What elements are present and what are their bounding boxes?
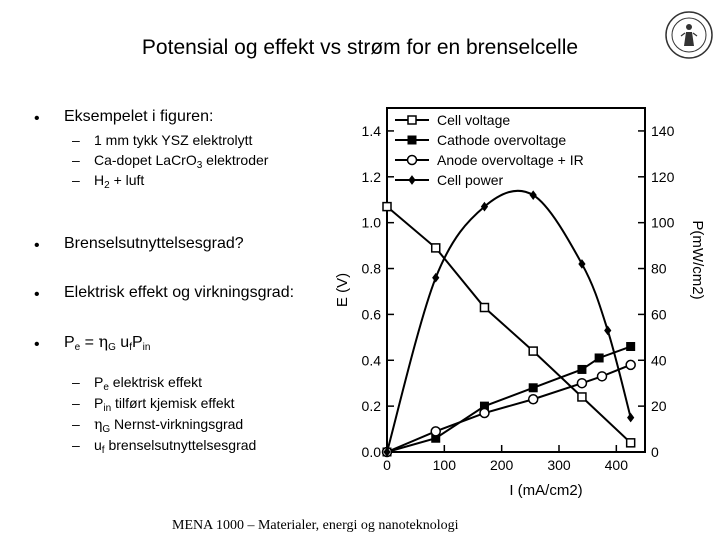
- sub-item-eta: – ηG Nernst-virkningsgrad: [72, 416, 244, 435]
- data-point: [596, 371, 608, 382]
- y-left-tick-label: 1.0: [362, 215, 382, 231]
- sub-item-pin: – Pin tilført kjemisk effekt: [72, 395, 235, 414]
- data-point: [625, 438, 636, 448]
- data-point: [480, 201, 489, 212]
- legend-marker: [407, 115, 417, 125]
- y-left-tick-label: 1.4: [362, 123, 382, 139]
- x-axis-label: I (mA/cm2): [509, 482, 582, 499]
- bullet-fuel-utilization: Brenselsutnyttelsesgrad?: [64, 235, 244, 252]
- sub-item-pe: – Pe elektrisk effekt: [72, 374, 203, 393]
- series-line-cell-voltage: [386, 205, 632, 444]
- data-point: [383, 447, 391, 457]
- footer: MENA 1000 – Materialer, energi og nanote…: [172, 518, 459, 533]
- y-left-axis-label: E (V): [334, 273, 351, 307]
- x-tick-label: 0: [383, 457, 391, 473]
- x-tick-label: 100: [433, 457, 457, 473]
- legend-label: Anode overvoltage + IR: [437, 152, 584, 168]
- y-right-axis-label: P(mW/cm2): [689, 220, 706, 299]
- sub-item-uf: – uf brenselsutnyttelsesgrad: [72, 437, 257, 456]
- data-point: [626, 342, 636, 352]
- bullet-marker: •: [34, 237, 40, 254]
- y-right-tick-label: 80: [651, 261, 667, 277]
- data-point: [479, 407, 490, 419]
- legend-marker: [408, 175, 416, 185]
- bullet-marker: •: [34, 286, 40, 303]
- legend-label: Cell voltage: [437, 112, 510, 128]
- bullet-marker: •: [34, 110, 40, 127]
- legend-label: Cathode overvoltage: [437, 132, 566, 148]
- data-point: [577, 392, 587, 402]
- legend-marker: [407, 135, 417, 145]
- data-point: [528, 383, 538, 393]
- y-left-tick-label: 0.2: [362, 398, 382, 414]
- x-tick-label: 300: [547, 457, 571, 473]
- data-point: [529, 190, 537, 200]
- data-point: [594, 353, 604, 363]
- y-right-tick-label: 0: [651, 444, 659, 460]
- bullet-electrical-power: Elektrisk effekt og virkningsgrad:: [64, 284, 295, 301]
- y-left-tick-label: 0.0: [362, 444, 382, 460]
- formula: Pe = ηG ufPin: [64, 332, 151, 353]
- y-right-tick-label: 40: [651, 352, 667, 368]
- university-seal-icon: [665, 11, 713, 59]
- data-point: [479, 302, 490, 313]
- sub-item-electrodes: – Ca-dopet LaCrO3 elektroder: [72, 152, 269, 171]
- y-right-tick-label: 100: [651, 215, 675, 231]
- plot-frame: [386, 107, 646, 453]
- data-point: [578, 259, 586, 269]
- bullet-example: Eksempelet i figuren:: [64, 108, 214, 125]
- sub-item-electrolyte: –1 mm tykk YSZ elektrolytt: [72, 132, 253, 148]
- y-left-tick-label: 0.4: [362, 352, 382, 368]
- data-point: [604, 325, 612, 336]
- data-point: [430, 426, 441, 437]
- legend-label: Cell power: [437, 172, 503, 188]
- series-line-cell-power: [386, 189, 632, 453]
- y-left-tick-label: 0.6: [362, 306, 382, 322]
- bullet-marker: •: [34, 336, 40, 353]
- data-point: [430, 243, 441, 253]
- data-point: [625, 359, 636, 371]
- page-title: Potensial og effekt vs strøm for en bren…: [141, 36, 579, 59]
- y-right-tick-label: 140: [651, 123, 675, 139]
- legend-marker: [406, 154, 418, 166]
- data-point: [527, 394, 539, 405]
- data-point: [528, 346, 538, 356]
- y-right-tick-label: 120: [651, 169, 675, 185]
- sub-item-fuel: – H2 + luft: [72, 172, 145, 191]
- fuel-cell-chart: 0 100 200 300 400 0.0 0.2 0.4 0.6 0.8 1.0 1.2 1.4 0 20…: [334, 107, 706, 499]
- x-tick-label: 400: [605, 457, 629, 473]
- data-point: [382, 201, 392, 212]
- y-left-tick-label: 0.8: [362, 261, 382, 277]
- x-tick-label: 200: [490, 457, 514, 473]
- y-right-tick-label: 60: [651, 306, 667, 322]
- data-point: [432, 272, 440, 283]
- y-left-tick-label: 1.2: [362, 169, 382, 185]
- y-right-tick-label: 20: [651, 398, 667, 414]
- data-point: [577, 364, 587, 374]
- data-point: [627, 412, 635, 423]
- data-point: [576, 377, 588, 389]
